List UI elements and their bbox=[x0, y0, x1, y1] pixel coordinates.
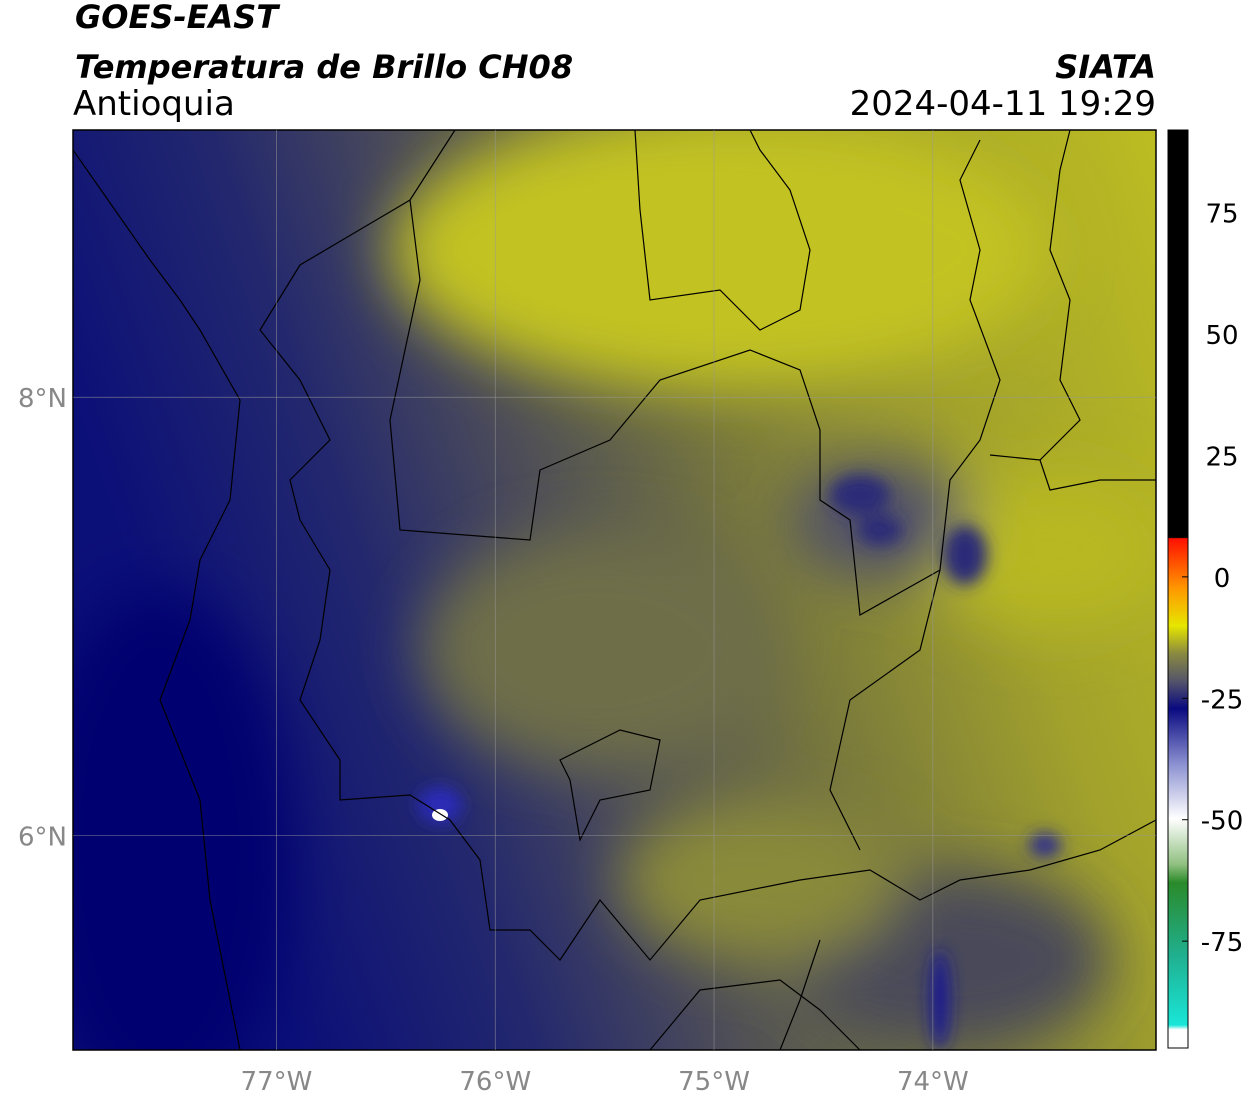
colorbar-tick-label: 75 bbox=[1205, 200, 1238, 230]
x-tick-label: 75°W bbox=[678, 1067, 750, 1097]
colorbar bbox=[1167, 129, 1189, 1049]
source: SIATA bbox=[1055, 48, 1156, 86]
borders bbox=[73, 130, 1156, 1050]
region: Antioquia bbox=[73, 84, 235, 124]
datetime: 2024-04-11 19:29 bbox=[850, 84, 1156, 124]
x-tick-label: 74°W bbox=[897, 1067, 969, 1097]
colorbar-tick-label: -50 bbox=[1201, 807, 1243, 837]
x-tick-label: 76°W bbox=[459, 1067, 531, 1097]
colorbar-tick-label: -25 bbox=[1201, 685, 1243, 715]
y-tick-label: 8°N bbox=[18, 384, 67, 414]
map-frame bbox=[72, 129, 1157, 1051]
subtitle: Temperatura de Brillo CH08 bbox=[75, 48, 573, 86]
y-tick-label: 6°N bbox=[18, 822, 67, 852]
map-image bbox=[73, 130, 1156, 1050]
colorbar-tick-label: -75 bbox=[1201, 928, 1243, 958]
title: GOES-EAST bbox=[75, 0, 280, 36]
colorbar-tick-label: 50 bbox=[1205, 321, 1238, 351]
axes: 77°W 76°W 75°W 74°W 6°N 8°N -75 -50 -25 0 25 50 75 bbox=[18, 130, 1243, 1097]
colorbar-tick-label: 25 bbox=[1205, 442, 1238, 472]
x-tick-label: 77°W bbox=[241, 1067, 313, 1097]
colorbar-tick-label: 0 bbox=[1214, 564, 1231, 594]
